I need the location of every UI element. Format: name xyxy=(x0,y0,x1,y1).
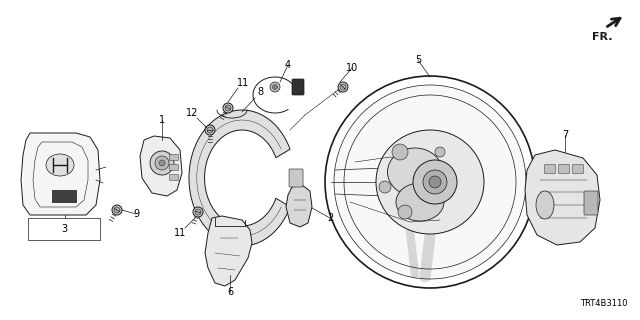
Text: 10: 10 xyxy=(346,63,358,73)
Text: 9: 9 xyxy=(133,209,139,219)
Ellipse shape xyxy=(536,191,554,219)
Polygon shape xyxy=(205,216,252,286)
Text: FR.: FR. xyxy=(592,32,612,42)
FancyBboxPatch shape xyxy=(573,164,584,173)
Ellipse shape xyxy=(396,183,444,221)
Text: 11: 11 xyxy=(174,228,186,238)
Text: 7: 7 xyxy=(562,130,568,140)
Text: 1: 1 xyxy=(159,115,165,125)
FancyBboxPatch shape xyxy=(170,164,179,171)
Circle shape xyxy=(392,144,408,160)
Circle shape xyxy=(225,105,231,111)
Polygon shape xyxy=(140,136,182,196)
Text: 12: 12 xyxy=(186,108,198,118)
Circle shape xyxy=(423,170,447,194)
Circle shape xyxy=(429,176,441,188)
Ellipse shape xyxy=(376,130,484,234)
Text: 2: 2 xyxy=(327,213,333,223)
Circle shape xyxy=(270,82,280,92)
Text: 8: 8 xyxy=(257,87,263,97)
FancyBboxPatch shape xyxy=(170,174,179,180)
Circle shape xyxy=(193,207,203,217)
Circle shape xyxy=(223,103,233,113)
Polygon shape xyxy=(525,150,600,245)
Circle shape xyxy=(159,160,165,166)
Circle shape xyxy=(114,207,120,213)
Text: 4: 4 xyxy=(285,60,291,70)
Circle shape xyxy=(273,84,278,90)
Text: 5: 5 xyxy=(415,55,421,65)
Ellipse shape xyxy=(334,85,526,279)
Text: TRT4B3110: TRT4B3110 xyxy=(580,299,628,308)
FancyBboxPatch shape xyxy=(52,190,76,202)
Circle shape xyxy=(155,156,169,170)
Circle shape xyxy=(195,209,201,215)
FancyBboxPatch shape xyxy=(289,169,303,187)
FancyBboxPatch shape xyxy=(545,164,556,173)
FancyBboxPatch shape xyxy=(584,191,598,215)
Circle shape xyxy=(340,84,346,90)
Circle shape xyxy=(379,181,391,193)
FancyBboxPatch shape xyxy=(559,164,570,173)
Circle shape xyxy=(338,82,348,92)
Polygon shape xyxy=(286,185,312,227)
Circle shape xyxy=(398,205,412,219)
Text: 3: 3 xyxy=(61,224,67,234)
Circle shape xyxy=(413,160,457,204)
FancyBboxPatch shape xyxy=(292,79,304,95)
Ellipse shape xyxy=(387,148,442,196)
Circle shape xyxy=(207,127,213,133)
Polygon shape xyxy=(189,110,290,246)
Text: 6: 6 xyxy=(227,287,233,297)
Ellipse shape xyxy=(46,154,74,176)
FancyBboxPatch shape xyxy=(170,155,179,161)
Polygon shape xyxy=(21,133,100,215)
Circle shape xyxy=(205,125,215,135)
Circle shape xyxy=(150,151,174,175)
Text: 11: 11 xyxy=(237,78,249,88)
Circle shape xyxy=(435,147,445,157)
Circle shape xyxy=(112,205,122,215)
